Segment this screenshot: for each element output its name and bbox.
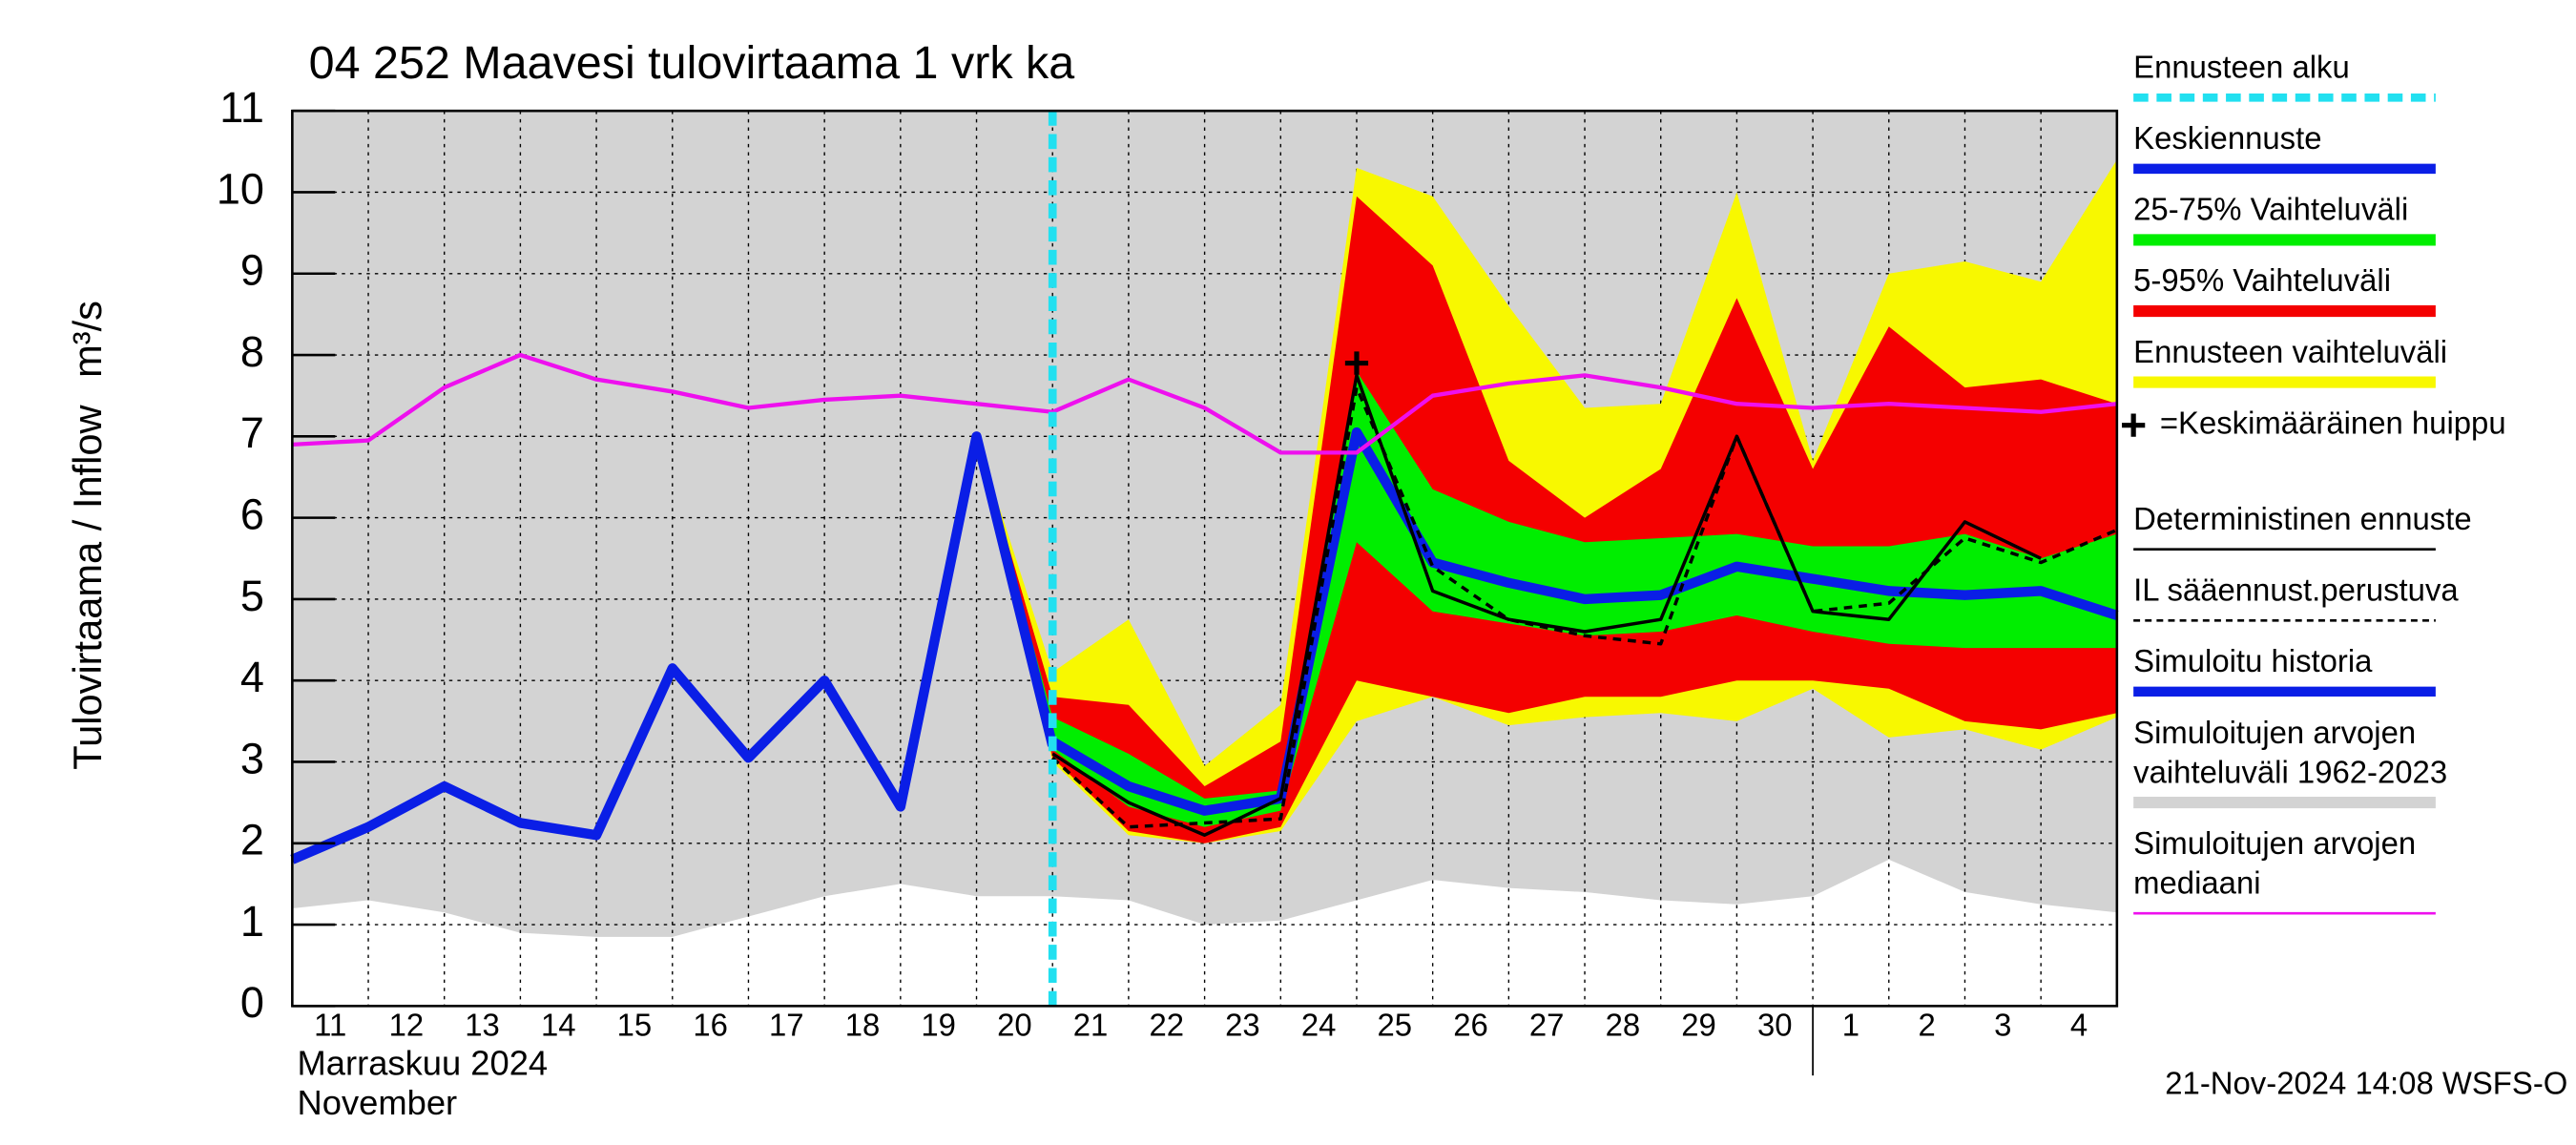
x-tick-label: 1 (1842, 1008, 1859, 1043)
y-tick-label: 4 (240, 653, 264, 701)
y-tick-label: 0 (240, 978, 264, 1027)
x-tick-label: 15 (617, 1008, 653, 1043)
y-tick-label: 6 (240, 489, 264, 538)
legend-label: Keskiennuste (2133, 120, 2321, 156)
x-tick-label: 26 (1453, 1008, 1488, 1043)
legend-label: 25-75% Vaihteluväli (2133, 192, 2408, 227)
plot-frame (291, 109, 2119, 1008)
band (292, 111, 2117, 937)
legend-label: 5-95% Vaihteluväli (2133, 262, 2391, 298)
line (292, 352, 2118, 455)
legend-symbol (2122, 413, 2146, 437)
x-tick-label: 27 (1529, 1008, 1565, 1043)
x-tick-label: 24 (1301, 1008, 1337, 1043)
line (1051, 385, 2118, 829)
line (1049, 427, 2119, 816)
band (976, 196, 2117, 843)
y-tick-label: 7 (240, 408, 264, 457)
x-tick-label: 20 (997, 1008, 1032, 1043)
chart-title: 04 252 Maavesi tulovirtaama 1 vrk ka (309, 37, 1075, 89)
x-tick-label: 19 (921, 1008, 956, 1043)
x-tick-label: 2 (1918, 1008, 1935, 1043)
line (290, 431, 1058, 864)
x-tick-label: 4 (2070, 1008, 2088, 1043)
peak-marker (1344, 351, 1369, 375)
y-tick-label: 8 (240, 327, 264, 376)
x-tick-label: 12 (389, 1008, 425, 1043)
x-tick-label: 21 (1073, 1008, 1109, 1043)
x-tick-label: 11 (314, 1008, 346, 1043)
y-tick-label: 11 (219, 83, 264, 132)
x-tick-label: 13 (465, 1008, 500, 1043)
x-tick-label: 17 (769, 1008, 804, 1043)
y-tick-label: 5 (240, 572, 264, 620)
legend-label: Simuloitujen arvojen mediaani (2133, 825, 2416, 901)
x-tick-label: 23 (1225, 1008, 1260, 1043)
footer: 21-Nov-2024 14:08 WSFS-O (2165, 1065, 2567, 1100)
y-tick-label: 9 (240, 246, 264, 295)
y-axis-label: Tulovirtaama / Inflow (65, 404, 110, 769)
y-tick-label: 3 (240, 734, 264, 782)
x-tick-label: 16 (693, 1008, 728, 1043)
x-caption: Marraskuu 2024 (298, 1043, 549, 1082)
y-tick-label: 2 (240, 816, 264, 864)
band (976, 371, 2117, 827)
y-tick-label: 1 (240, 897, 264, 946)
x-tick-label: 14 (541, 1008, 576, 1043)
line (1051, 373, 2042, 837)
x-tick-label: 29 (1681, 1008, 1716, 1043)
x-tick-label: 25 (1378, 1008, 1413, 1043)
legend-label: IL sääennust.perustuva (2133, 572, 2459, 607)
x-tick-label: 3 (1994, 1008, 2011, 1043)
legend-label: Deterministinen ennuste (2133, 501, 2472, 536)
legend-label: =Keskimääräinen huippu (2160, 405, 2506, 440)
legend-label: Ennusteen alku (2133, 49, 2350, 84)
x-tick-label: 30 (1757, 1008, 1793, 1043)
y-tick-label: 10 (217, 164, 264, 213)
x-tick-label: 28 (1606, 1008, 1641, 1043)
y-axis-unit: m³/s (65, 301, 110, 378)
legend-label: Simuloitu historia (2133, 643, 2373, 678)
x-caption: November (298, 1083, 458, 1122)
legend: Ennusteen alku Keskiennuste 25-75% Vaihtel… (2122, 49, 2506, 915)
x-tick-label: 22 (1149, 1008, 1184, 1043)
legend-label: Simuloitujen arvojen vaihteluväli 1962-20… (2133, 715, 2447, 790)
x-tick-label: 18 (845, 1008, 881, 1043)
legend-label: Ennusteen vaihteluväli (2133, 334, 2447, 369)
